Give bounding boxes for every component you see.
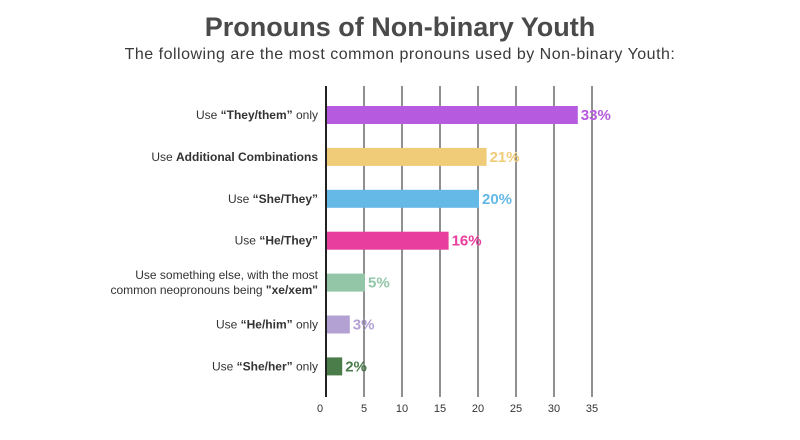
category-labels: Use “They/them” only Use Additional Combi… [110, 108, 318, 373]
bars [327, 106, 578, 376]
x-tick-label: 15 [434, 403, 446, 415]
bar [327, 273, 365, 292]
x-tick-label: 0 [317, 403, 323, 415]
x-tick-label: 25 [510, 403, 522, 415]
value-labels: 33% 21% 20% 16% 5% 3% 2% [345, 107, 611, 375]
category-label: Use “She/They” [228, 192, 318, 206]
category-label: Use “They/them” only [196, 108, 318, 122]
x-tick-label: 5 [361, 403, 367, 415]
x-tick-label: 20 [472, 403, 484, 415]
bar [327, 106, 578, 124]
bar [327, 231, 449, 250]
bar-value-label: 21% [490, 149, 520, 166]
category-label: Use “She/her” only [212, 359, 318, 373]
category-label: Use something else, with the most common … [110, 268, 318, 297]
chart-title: Pronouns of Non-binary Youth [204, 12, 596, 42]
chart-subtitle: The following are the most common pronou… [124, 46, 676, 63]
x-tick-label: 30 [548, 403, 560, 415]
x-tick-label: 10 [396, 403, 408, 415]
bar [327, 189, 479, 208]
bar-value-label: 20% [482, 191, 512, 208]
x-tick-label: 35 [586, 403, 598, 415]
bar-value-label: 5% [368, 275, 390, 292]
bar-value-label: 33% [581, 107, 611, 124]
bar [327, 315, 350, 334]
category-label: Use “He/They” [235, 234, 318, 248]
bar-value-label: 2% [345, 358, 367, 375]
category-label: Use “He/him” only [216, 318, 318, 332]
bar [327, 357, 343, 376]
bar-value-label: 16% [452, 233, 482, 250]
category-label: Use Additional Combinations [151, 150, 318, 164]
bar [327, 147, 487, 166]
bar-value-label: 3% [353, 317, 375, 334]
x-tick-labels: 0 5 10 15 20 25 30 35 [317, 403, 598, 415]
